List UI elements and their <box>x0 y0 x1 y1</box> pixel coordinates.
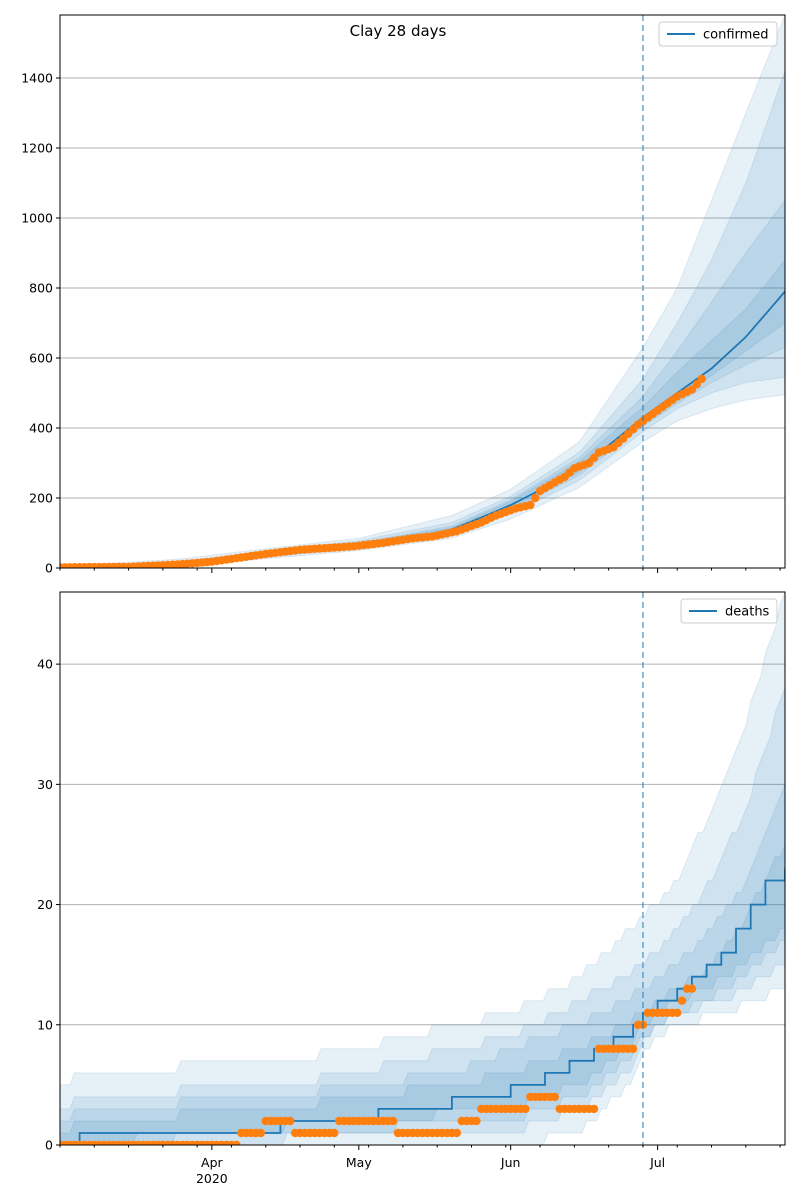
y-tick-label: 600 <box>29 351 53 366</box>
observed-point <box>687 984 697 993</box>
y-tick-label: 0 <box>45 1138 53 1153</box>
y-tick-label: 200 <box>29 491 53 506</box>
figure-title: Clay 28 days <box>350 22 447 40</box>
axes-frame <box>59 591 786 1146</box>
confirmed-panel: 0 200 400 600 800 1000 1200 1400 confirmed <box>21 14 786 576</box>
y-tick-label: 400 <box>29 421 53 436</box>
observed-point <box>452 1128 461 1138</box>
y-tick-label: 1400 <box>21 71 53 86</box>
observed-point <box>256 1128 265 1138</box>
observed-point <box>388 1116 398 1126</box>
y-tick-label: 1200 <box>21 141 53 156</box>
observed-point <box>677 996 687 1005</box>
observed-point <box>232 1140 241 1145</box>
observed-point <box>472 1116 481 1126</box>
observed-point <box>330 1128 339 1138</box>
plot-area <box>60 15 785 568</box>
y-tick-label: 40 <box>37 657 53 672</box>
uncertainty-band <box>60 592 785 1145</box>
observed-point <box>589 453 599 462</box>
observed-point <box>692 380 701 389</box>
observed-point <box>526 500 535 510</box>
y-tick-label: 800 <box>29 281 53 296</box>
y-tick-label: 10 <box>37 1017 53 1032</box>
legend-label: confirmed <box>703 28 769 43</box>
y-tick-label: 1000 <box>21 211 53 226</box>
axes-frame <box>59 14 786 569</box>
x-tick-label: Apr <box>201 1155 223 1170</box>
observed-point <box>550 1092 559 1102</box>
x-tick-label: Jun <box>500 1155 521 1170</box>
legend-label: deaths <box>725 605 770 620</box>
observed-point <box>521 1104 530 1114</box>
deaths-line <box>60 868 785 1145</box>
plot-area <box>60 592 785 1145</box>
legend-box <box>658 21 778 47</box>
observed-point <box>673 1008 682 1017</box>
legend-box <box>680 598 778 624</box>
observed-point <box>589 1104 599 1114</box>
uncertainty-band <box>60 15 785 568</box>
x-year-label: 2020 <box>196 1171 228 1186</box>
x-tick-label: Jul <box>649 1155 665 1170</box>
deaths-panel: 0 10 20 30 40 Apr May Jun Jul 2020 deaths <box>37 591 786 1186</box>
y-tick-label: 30 <box>37 777 53 792</box>
observed-point <box>628 1044 638 1054</box>
observed-point <box>531 493 540 503</box>
y-tick-label: 20 <box>37 897 53 912</box>
y-tick-label: 0 <box>45 561 53 576</box>
x-tick-label: May <box>346 1155 372 1170</box>
observed-point <box>286 1116 295 1126</box>
observed-point <box>697 374 706 384</box>
